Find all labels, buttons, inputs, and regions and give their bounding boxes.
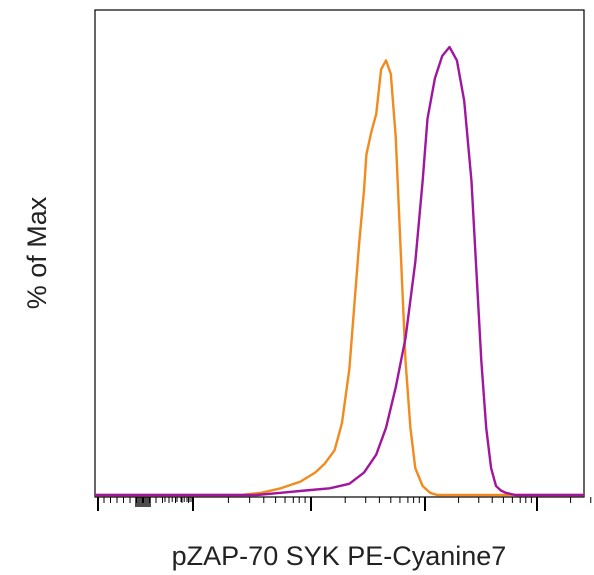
x-axis-title: pZAP-70 SYK PE-Cyanine7	[172, 541, 507, 571]
plot-frame	[94, 9, 585, 498]
histogram-series-2	[95, 45, 584, 497]
y-axis-title: % of Max	[22, 196, 52, 309]
series-layer	[95, 45, 584, 497]
histogram-series-1	[95, 59, 584, 497]
x-axis-ticks	[97, 497, 592, 511]
